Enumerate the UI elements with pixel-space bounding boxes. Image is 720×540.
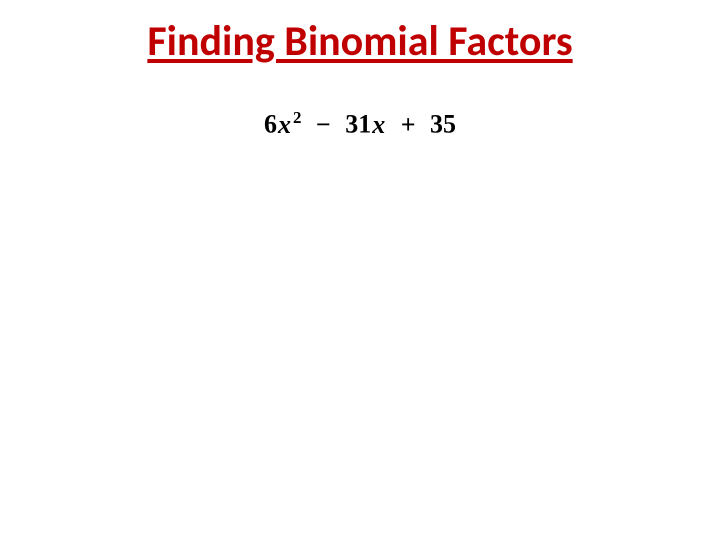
plus-operator: + — [401, 110, 416, 139]
term3-constant: 35 — [430, 110, 456, 139]
term1-exponent: 2 — [293, 108, 301, 127]
term1-variable: x — [278, 110, 291, 139]
quadratic-expression: 6x2 − 31x + 35 — [0, 108, 720, 140]
term2-coefficient: 31 — [345, 110, 371, 139]
term2-variable: x — [372, 110, 385, 139]
page-title: Finding Binomial Factors — [0, 16, 720, 67]
minus-operator: − — [316, 110, 331, 139]
term1-coefficient: 6 — [264, 110, 277, 139]
